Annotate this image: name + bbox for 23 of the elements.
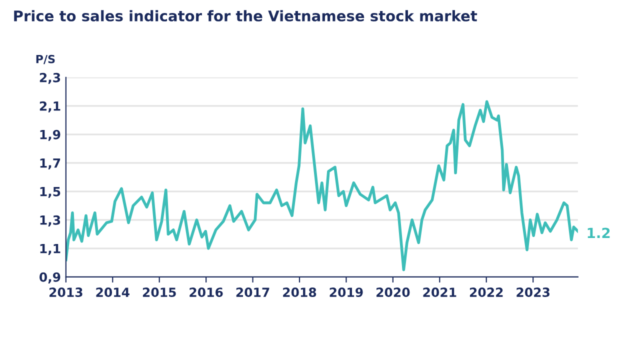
x-tick-label: 2019 <box>330 288 363 298</box>
y-tick-label: 1,3 <box>40 215 60 226</box>
x-tick-label: 2014 <box>96 288 130 298</box>
y-tick-label: 0,9 <box>40 272 60 284</box>
y-tick-label: 1,1 <box>40 244 60 255</box>
x-tick-label: 2020 <box>376 288 410 298</box>
x-tick-label: 2021 <box>423 288 456 298</box>
x-tick-label: 2022 <box>470 288 503 298</box>
line-series <box>66 100 578 272</box>
chart-title: Price to sales indicator for the Vietnamese stock market <box>14 10 478 22</box>
x-tick-label: 2017 <box>236 288 270 298</box>
y-tick-label: 1,5 <box>40 187 60 198</box>
y-axis-title: P/S <box>36 54 55 64</box>
annotation: 1.2 <box>588 228 610 238</box>
y-tick-label: 2,1 <box>40 101 60 112</box>
x-tick-label: 2015 <box>142 288 176 298</box>
x-tick-label: 2016 <box>190 288 223 298</box>
y-tick-label: 1,9 <box>40 130 60 141</box>
x-tick-label: 2013 <box>50 288 82 298</box>
y-tick-label: 1,7 <box>40 158 60 170</box>
x-tick-label: 2023 <box>516 288 550 298</box>
y-tick-label: 2,3 <box>40 72 60 84</box>
x-tick-label: 2018 <box>283 288 316 298</box>
